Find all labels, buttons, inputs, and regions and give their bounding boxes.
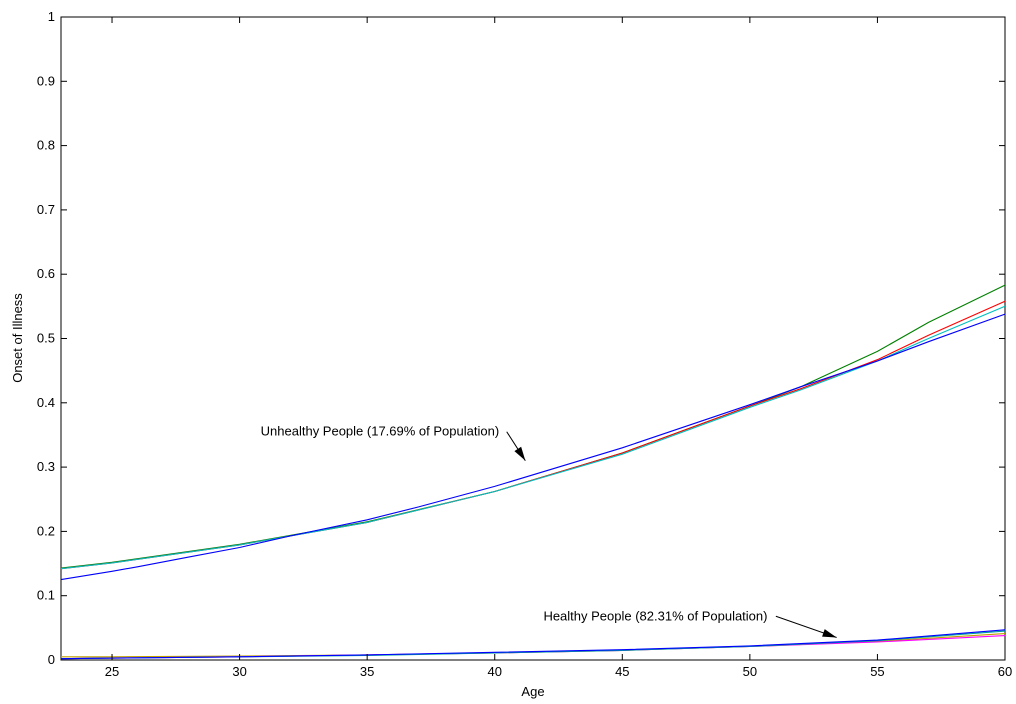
annotation-1-text: Unhealthy People (17.69% of Population) <box>261 424 500 439</box>
y-tick-label: 0.8 <box>37 138 55 153</box>
y-tick-label: 1 <box>48 9 55 24</box>
y-tick-label: 0.4 <box>37 395 55 410</box>
x-tick-label: 30 <box>232 664 246 679</box>
y-tick-label: 0 <box>48 652 55 667</box>
x-tick-label: 40 <box>487 664 501 679</box>
x-tick-label: 60 <box>998 664 1012 679</box>
annotations: Unhealthy People (17.69% of Population) H… <box>261 424 837 638</box>
y-tick-label: 0.9 <box>37 73 55 88</box>
y-tick-label: 0.1 <box>37 588 55 603</box>
annotation-1-arrow-head <box>514 446 526 461</box>
annotation-2-arrow-head <box>822 629 837 638</box>
plot-area <box>60 16 1006 661</box>
x-axis: 25 30 35 40 45 50 55 60 <box>105 17 1012 679</box>
x-axis-label: Age <box>521 684 544 699</box>
series-layer <box>60 284 1006 660</box>
y-tick-label: 0.3 <box>37 459 55 474</box>
y-axis: 0 0.1 0.2 0.3 0.4 0.5 0.6 0.7 0.8 0.9 1 <box>37 9 1005 667</box>
x-tick-label: 45 <box>615 664 629 679</box>
y-tick-label: 0.7 <box>37 202 55 217</box>
y-tick-label: 0.6 <box>37 266 55 281</box>
series-line-3 <box>60 305 1006 570</box>
series-line-4 <box>60 313 1006 581</box>
x-tick-label: 50 <box>743 664 757 679</box>
y-tick-label: 0.5 <box>37 331 55 346</box>
x-tick-label: 25 <box>105 664 119 679</box>
x-tick-label: 35 <box>360 664 374 679</box>
y-axis-label: Onset of Illness <box>10 293 25 383</box>
x-tick-label: 55 <box>870 664 884 679</box>
y-tick-label: 0.2 <box>37 523 55 538</box>
annotation-2-text: Healthy People (82.31% of Population) <box>543 608 767 623</box>
series-line-8 <box>60 629 1006 660</box>
